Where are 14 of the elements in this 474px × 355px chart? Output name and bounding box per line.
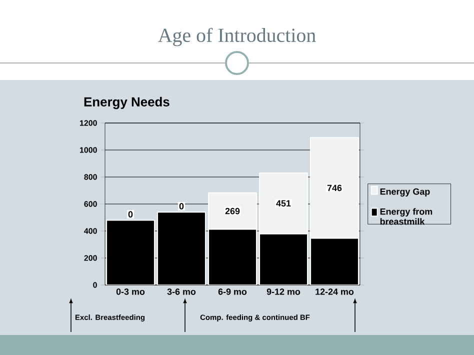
x-tick-label: 9-12 mo: [266, 288, 300, 295]
data-label: 269: [225, 208, 240, 214]
x-tick-label: 0-3 mo: [116, 288, 145, 295]
data-label: 0: [179, 203, 184, 210]
x-tick-label: 6-9 mo: [218, 288, 247, 295]
data-label: 746: [327, 184, 342, 192]
data-label: 451: [276, 200, 291, 207]
x-tick-label: 3-6 mo: [167, 288, 196, 295]
x-tick-label: 12-24 mo: [316, 288, 354, 295]
chart-subtitle: Energy Needs: [84, 96, 170, 110]
chart-title: Age of Introduction: [158, 28, 316, 46]
legend-label: Energy Gap: [380, 188, 430, 197]
data-label: 0: [128, 211, 133, 218]
legend-label: Energy from breastmilk: [380, 208, 432, 225]
